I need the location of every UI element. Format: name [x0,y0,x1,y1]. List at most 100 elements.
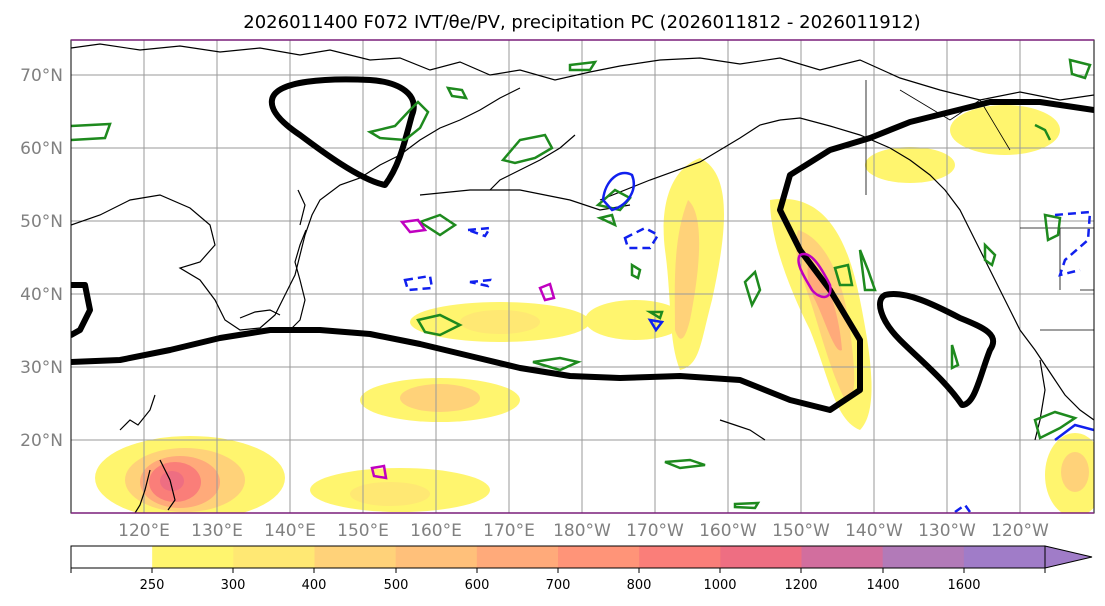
theta-e-contour [532,356,582,372]
ivt-region-central [400,384,480,412]
colorbar-segment [720,546,802,568]
lat-label: 50°N [20,212,63,232]
lat-label: 60°N [20,139,63,159]
theta-e-contour [417,213,458,237]
theta-e-contour [645,310,664,320]
theta-e-contour [500,133,554,165]
chart-title: 2026011400 F072 IVT/θe/PV, precipitation… [243,12,920,33]
pc-positive-contour [1054,423,1094,441]
theta-e-contour [1068,58,1092,80]
pc-positive-contour [647,318,665,333]
pc-negative-contour [623,226,660,250]
colorbar-label: 1600 [947,578,980,593]
ivt-region-mexico [1061,452,1089,492]
ivt-region-arctic [950,105,1060,155]
lon-label: 180°W [553,521,611,541]
lon-label: 140°E [264,521,316,541]
ivt-region-gulf [865,147,955,183]
pc-magenta-contour [538,282,556,302]
pc-negative-contour [1054,210,1092,277]
ivt-region-mid [585,300,685,340]
theta-e-contour [71,122,112,142]
ivt-region-west-pacific [160,471,184,491]
lat-label: 30°N [20,358,63,378]
lat-label: 70°N [20,66,63,86]
theta-e-contour [630,262,642,280]
colorbar-label: 400 [302,578,327,593]
theta-e-contour [1043,213,1062,242]
pc-magenta-contour [399,218,428,234]
colorbar-ticks [70,568,1046,573]
lon-label: 170°E [483,521,535,541]
lon-label: 170°W [626,521,684,541]
colorbar-segment [882,546,965,568]
lon-label: 120°E [118,521,170,541]
pc-negative-contour [954,503,972,513]
lat-label: 40°N [20,285,63,305]
lon-label: 120°W [991,521,1049,541]
colorbar-segment [152,546,234,568]
lon-label: 160°E [410,521,462,541]
theta-e-contour [983,241,997,268]
ivt-plume-east [807,260,842,351]
colorbar-segments [71,546,1046,568]
theta-e-contour [1034,123,1052,141]
colorbar-segment [558,546,640,568]
theta-e-contour [445,86,469,100]
colorbar: 250 300 400 500 600 700 800 1000 1200 14… [70,545,1093,593]
pv-contour-main [71,99,1094,413]
theta-e-contour [833,263,854,287]
lon-label: 140°W [845,521,903,541]
colorbar-labels: 250 300 400 500 600 700 800 1000 1200 14… [140,578,981,593]
pv-contour-siberia [268,76,417,188]
pv-contour-west-edge [71,282,93,338]
precip-pc-contours [370,171,1094,513]
pc-negative-contour [403,274,434,292]
theta-e-contour [596,213,617,228]
map-layers [71,40,1094,513]
colorbar-segment [233,546,315,568]
theta-e-contour [733,501,761,510]
ivt-region-north-central [460,310,540,334]
colorbar-label: 1200 [784,578,817,593]
colorbar-segment [71,546,153,568]
colorbar-extend-arrow [1044,545,1093,569]
theta-e-contour [568,60,598,72]
ivt-region-south [350,482,430,506]
pc-positive-contour [601,171,635,212]
colorbar-segment [314,546,397,568]
colorbar-label: 600 [465,578,490,593]
lon-labels: 120°E 130°E 140°E 150°E 160°E 170°E 180°… [118,521,1049,541]
colorbar-segment [801,546,884,568]
lon-label: 130°E [191,521,243,541]
colorbar-label: 1400 [866,578,899,593]
ivt-plume-dateline [674,200,700,339]
colorbar-label: 1000 [703,578,736,593]
lat-label: 20°N [20,431,63,451]
lat-labels: 70°N 60°N 50°N 40°N 30°N 20°N [20,66,63,451]
ivt-shading [95,105,1094,513]
colorbar-segment [395,546,478,568]
lon-label: 130°W [918,521,976,541]
theta-e-contour [1033,410,1078,440]
pc-magenta-contour [370,464,388,480]
pv-contours [71,76,1094,413]
colorbar-label: 700 [546,578,571,593]
lon-label: 150°W [772,521,830,541]
theta-e-contour [743,269,762,309]
colorbar-label: 500 [384,578,409,593]
colorbar-label: 300 [221,578,246,593]
theta-e-contour [950,344,960,371]
colorbar-segment [476,546,559,568]
pc-magenta-contour [797,252,832,299]
colorbar-segment [963,546,1046,568]
lon-label: 150°E [337,521,389,541]
theta-e-contour [858,249,877,292]
theta-e-contour [664,458,706,470]
theta-e-contours [71,58,1092,510]
colorbar-label: 800 [627,578,652,593]
colorbar-label: 250 [140,578,165,593]
theta-e-contour [416,313,463,337]
lon-label: 160°W [699,521,757,541]
